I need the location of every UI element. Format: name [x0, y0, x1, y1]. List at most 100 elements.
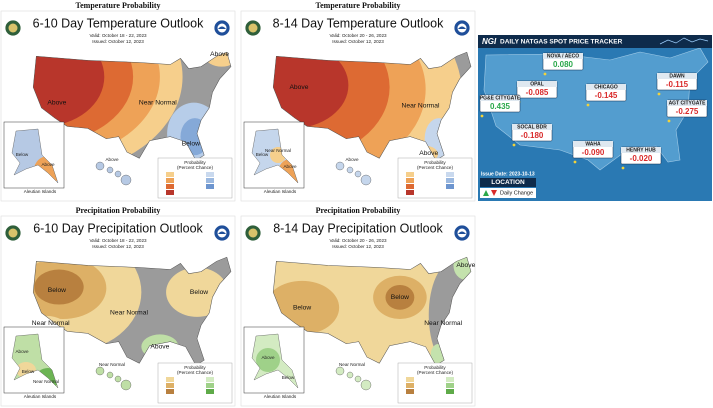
hawaii-island — [120, 174, 132, 186]
alaska-outline — [251, 333, 299, 389]
hawaii-island — [95, 161, 105, 171]
hub-name-bar — [517, 81, 557, 87]
region-label: Above — [289, 84, 308, 91]
legend-subtitle: (Percent Chance) — [417, 165, 453, 170]
legend-swatch — [446, 383, 454, 388]
logo — [244, 224, 262, 242]
probability-region — [273, 52, 349, 129]
hawaii-island — [335, 366, 345, 376]
tracker-header — [478, 35, 712, 48]
legend-swatch — [446, 389, 454, 394]
outlook-panel: Precipitation Probability 6-10 Day Precip… — [0, 206, 236, 407]
legend-swatch — [206, 172, 214, 177]
hub-marker — [480, 114, 484, 118]
hawaii-label: Above — [345, 157, 358, 162]
map-title: 6-10 Day Temperature Outlook — [33, 16, 204, 30]
region-label: Below — [190, 289, 208, 296]
legend-swatch — [166, 190, 174, 195]
hub-marker — [657, 92, 661, 96]
hub-price-change: -0.145 — [595, 91, 618, 100]
region-label: Below — [293, 304, 311, 311]
logo-inner — [8, 23, 18, 33]
hub-price-change: -0.090 — [582, 148, 605, 157]
valid-dates: Valid: October 18 - 22, 2023 — [89, 238, 147, 243]
region-label: Below — [256, 152, 269, 157]
hawaii-island — [360, 379, 372, 391]
logo-bird — [458, 231, 466, 234]
conus-outline — [272, 51, 472, 161]
alaska-outline — [11, 128, 59, 184]
legend-swatch — [166, 383, 174, 388]
hawaii-island — [106, 371, 114, 379]
legend-swatch — [166, 184, 174, 189]
hub-marker — [543, 72, 547, 76]
hub-name: PG&E CITYGATE — [480, 95, 521, 101]
section-label: Temperature Probability — [316, 1, 401, 10]
legend-swatch — [446, 172, 454, 177]
region-label: Near Normal — [424, 320, 462, 327]
region-label: Near Normal — [110, 310, 148, 317]
legend-title: Probability — [184, 365, 206, 370]
legend-swatch — [206, 178, 214, 183]
issue-date: Issue Date: 2023-10-13 — [481, 171, 535, 177]
hub-name-bar — [512, 124, 552, 130]
aleutian-label: Aleutian Islands — [24, 189, 57, 194]
logo — [213, 224, 231, 242]
probability-region — [256, 348, 280, 372]
hawaii-label: Above — [105, 157, 118, 162]
region-label: Below — [16, 152, 29, 157]
hub-name-bar — [621, 147, 661, 153]
region-label: Near Normal — [139, 99, 177, 106]
alaska-outline — [251, 128, 299, 184]
legend-swatch — [406, 389, 414, 394]
legend-swatch — [166, 172, 174, 177]
section-label: Temperature Probability — [76, 1, 161, 10]
hub-marker — [586, 103, 590, 107]
region-label: Above — [283, 164, 296, 169]
legend-swatch — [206, 383, 214, 388]
outlook-panel: Precipitation Probability 8-14 Day Precip… — [240, 206, 476, 407]
logo — [4, 224, 22, 242]
conus-outline — [272, 256, 472, 366]
probability-region — [385, 284, 415, 310]
issued-date: Issued: October 12, 2023 — [92, 39, 144, 44]
region-label: Above — [47, 99, 66, 106]
hawaii-island — [114, 170, 122, 178]
hub-name-bar — [657, 73, 697, 79]
legend-title: Probability — [424, 160, 446, 165]
tracker-title: DAILY NATGAS SPOT PRICE TRACKER — [500, 39, 623, 46]
logo — [453, 19, 471, 37]
down-arrow — [491, 190, 497, 196]
hawaii-island — [346, 371, 354, 379]
hub-marker — [621, 166, 625, 170]
location-box — [480, 178, 536, 187]
hawaii-island — [120, 379, 132, 391]
section-label: Precipitation Probability — [316, 206, 401, 215]
legend-subtitle: (Percent Chance) — [177, 165, 213, 170]
hub-name-bar — [667, 100, 707, 106]
valid-dates: Valid: October 20 - 26, 2023 — [329, 33, 387, 38]
hub-price-change: -0.180 — [521, 131, 544, 140]
hub-name: WAHA — [585, 141, 601, 147]
hawaii-island — [335, 161, 345, 171]
hawaii-label: Near Normal — [99, 362, 125, 367]
hub-name-bar — [543, 53, 583, 59]
hub-name-bar — [573, 141, 613, 147]
alaska-outline — [11, 333, 59, 389]
logo — [244, 19, 262, 37]
legend-swatch — [406, 184, 414, 189]
region-label: Above — [41, 162, 54, 167]
region-label: Near Normal — [265, 148, 291, 153]
logo-inner — [8, 228, 18, 238]
hawaii-island — [360, 174, 372, 186]
hawaii-label: Near Normal — [339, 362, 365, 367]
logo-inner — [248, 23, 258, 33]
up-arrow — [483, 190, 489, 196]
region-label: Below — [282, 375, 295, 380]
legend-swatch — [206, 389, 214, 394]
price-tracker: NGI DAILY NATGAS SPOT PRICE TRACKER NOVA /… — [478, 35, 712, 201]
logo-bird — [458, 26, 466, 29]
conus-outline — [32, 51, 232, 161]
hub-name-bar — [586, 84, 626, 90]
